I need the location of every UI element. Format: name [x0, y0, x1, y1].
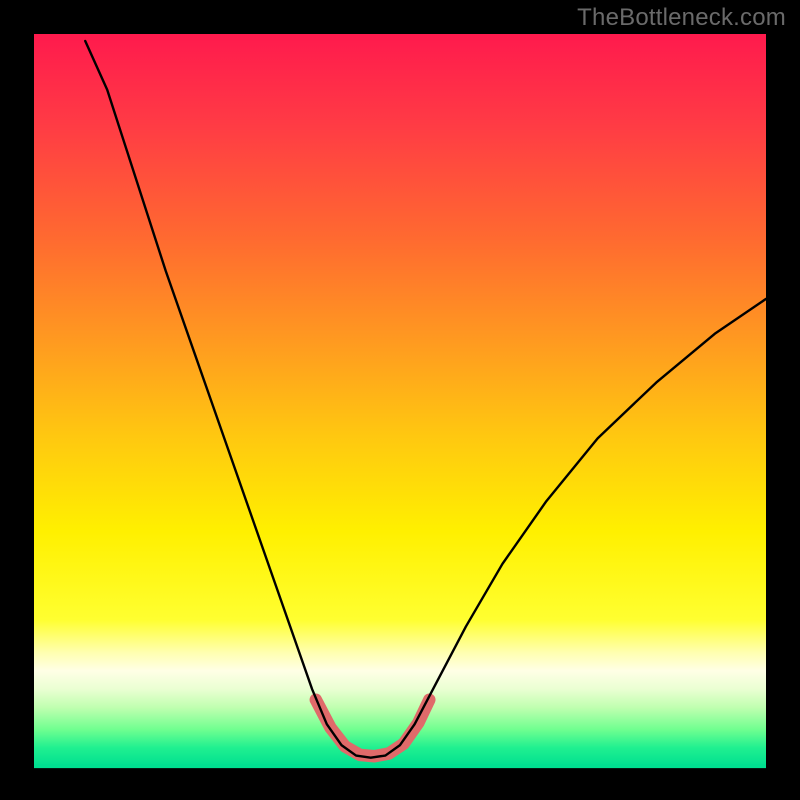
watermark-text: TheBottleneck.com [577, 4, 786, 32]
chart-svg [0, 0, 800, 800]
chart-background [34, 34, 766, 766]
